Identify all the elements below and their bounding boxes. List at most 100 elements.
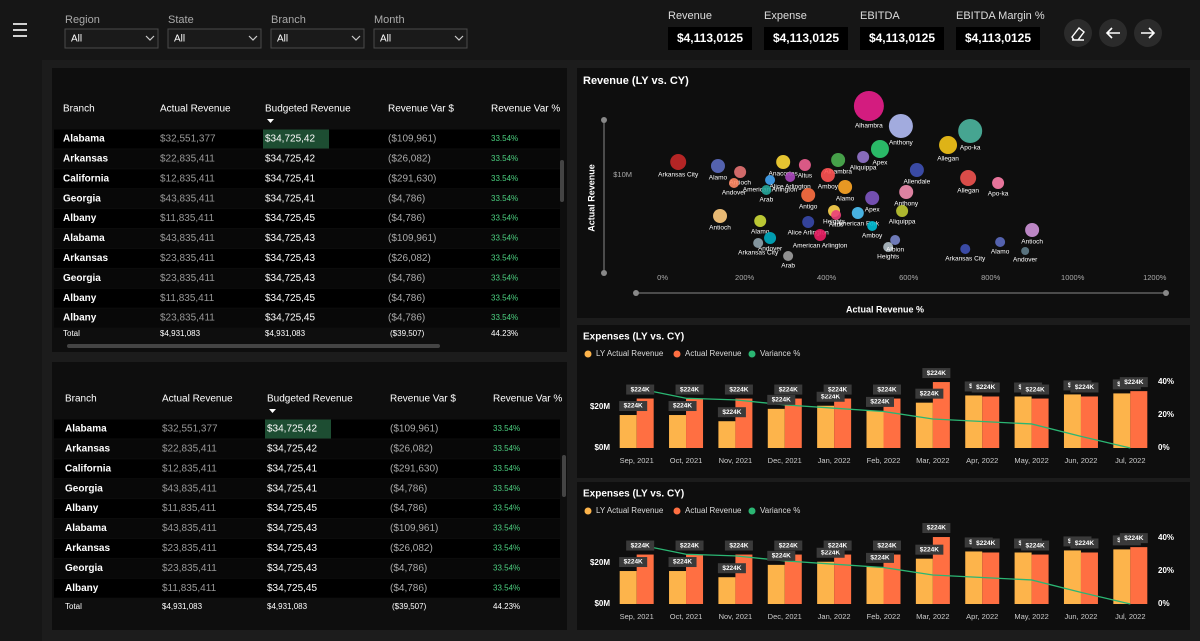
bubble[interactable] (867, 221, 878, 231)
table-row[interactable] (54, 209, 560, 229)
table-row[interactable] (54, 439, 560, 459)
forward-button[interactable] (1134, 19, 1162, 47)
bar[interactable] (834, 398, 852, 448)
bubble[interactable] (1025, 223, 1040, 237)
bubble[interactable] (857, 151, 870, 163)
table-row[interactable] (54, 499, 560, 519)
dropdown[interactable] (167, 28, 262, 49)
bar[interactable] (669, 415, 687, 448)
dropdown[interactable] (64, 28, 159, 49)
bar[interactable] (669, 571, 687, 604)
bubble[interactable] (754, 215, 767, 227)
bar[interactable] (619, 415, 637, 448)
bubble[interactable] (670, 154, 687, 170)
bubble[interactable] (1021, 247, 1030, 255)
table-row[interactable] (54, 308, 560, 328)
back-button[interactable] (1099, 19, 1127, 47)
bar[interactable] (883, 554, 901, 604)
bubble[interactable] (958, 119, 983, 143)
menu-icon[interactable] (13, 23, 27, 37)
bubble[interactable] (831, 153, 846, 167)
bar[interactable] (735, 554, 753, 604)
bubble[interactable] (713, 209, 728, 223)
bubble[interactable] (992, 177, 1005, 189)
bar[interactable] (767, 564, 785, 604)
scrollbar-h[interactable] (67, 344, 440, 348)
clear-button[interactable] (1064, 19, 1092, 47)
bubble[interactable] (728, 178, 739, 188)
bar[interactable] (784, 398, 802, 448)
bar[interactable] (1031, 554, 1049, 604)
bar[interactable] (915, 558, 933, 604)
scrollbar-v[interactable] (560, 160, 564, 202)
bar[interactable] (735, 398, 753, 448)
bubble[interactable] (765, 175, 776, 185)
bubble[interactable] (838, 180, 853, 194)
bar[interactable] (1014, 396, 1032, 448)
table-row[interactable] (54, 519, 560, 538)
dropdown[interactable] (373, 28, 468, 49)
bar[interactable] (1031, 398, 1049, 448)
bar[interactable] (1113, 549, 1131, 604)
bar[interactable] (817, 405, 835, 448)
bar[interactable] (965, 395, 983, 448)
bubble[interactable] (753, 238, 764, 248)
bar[interactable] (619, 571, 637, 604)
bubble[interactable] (814, 229, 827, 241)
table-row[interactable] (54, 229, 560, 248)
bar[interactable] (718, 577, 736, 604)
bar[interactable] (1063, 394, 1081, 448)
bubble[interactable] (734, 166, 747, 178)
bar[interactable] (834, 554, 852, 604)
bar[interactable] (1130, 391, 1148, 448)
bar[interactable] (866, 566, 884, 604)
bar[interactable] (1130, 547, 1148, 604)
bar[interactable] (767, 408, 785, 448)
bar[interactable] (883, 398, 901, 448)
bubble[interactable] (776, 155, 791, 169)
bubble[interactable] (883, 242, 894, 252)
bar[interactable] (817, 561, 835, 604)
bubble[interactable] (710, 159, 725, 173)
bar[interactable] (866, 410, 884, 448)
bubble[interactable] (909, 163, 924, 177)
table-row[interactable] (54, 248, 560, 268)
bubble[interactable] (960, 170, 977, 186)
bar[interactable] (1080, 396, 1098, 448)
bubble[interactable] (995, 237, 1006, 247)
bubble[interactable] (853, 91, 884, 121)
table-row[interactable] (54, 479, 560, 499)
bubble[interactable] (896, 205, 909, 217)
bubble[interactable] (851, 207, 864, 219)
bubble[interactable] (870, 140, 889, 158)
table-row[interactable] (54, 288, 560, 308)
bubble[interactable] (798, 159, 811, 171)
bar[interactable] (1113, 393, 1131, 448)
table-row[interactable] (54, 538, 560, 558)
bubble[interactable] (960, 244, 971, 254)
bar[interactable] (718, 421, 736, 448)
dropdown[interactable] (270, 28, 365, 49)
bubble[interactable] (890, 235, 901, 245)
bar[interactable] (1080, 552, 1098, 604)
bubble[interactable] (783, 251, 794, 261)
bar[interactable] (1014, 552, 1032, 604)
bar[interactable] (784, 554, 802, 604)
bubble[interactable] (820, 168, 835, 182)
bubble[interactable] (801, 188, 816, 202)
table-row[interactable] (54, 189, 560, 209)
table-row[interactable] (54, 558, 560, 578)
table-row[interactable] (54, 169, 560, 189)
bubble[interactable] (888, 114, 913, 138)
table-row[interactable] (54, 268, 560, 288)
bubble[interactable] (939, 136, 958, 154)
bubble[interactable] (764, 232, 777, 244)
bar[interactable] (915, 402, 933, 448)
scrollbar-v[interactable] (562, 455, 566, 497)
table-row[interactable] (54, 459, 560, 479)
bubble[interactable] (785, 172, 796, 182)
bubble[interactable] (761, 185, 772, 195)
bubble[interactable] (899, 185, 914, 199)
bubble[interactable] (831, 210, 842, 220)
bar[interactable] (1063, 550, 1081, 604)
